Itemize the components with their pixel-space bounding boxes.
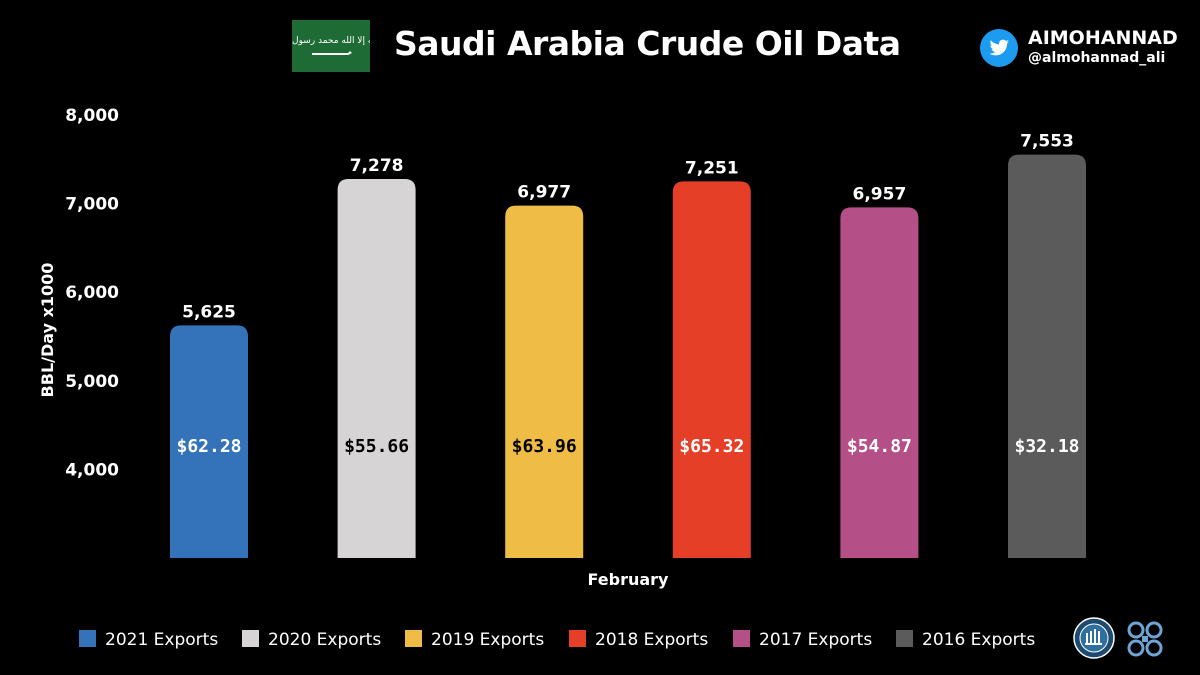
bar: [505, 205, 584, 558]
bar-value-label: 6,977: [517, 183, 571, 203]
handle-at[interactable]: @almohannad_ali: [1028, 50, 1166, 66]
bar-value-label: 6,957: [853, 184, 907, 204]
chart-title: Saudi Arabia Crude Oil Data: [394, 24, 901, 63]
legend-label: 2020 Exports: [268, 630, 381, 650]
bar-value-label: 7,251: [685, 158, 739, 178]
saudi-flag-emblem: لا إله إلا الله محمد رسول الله: [276, 36, 386, 55]
legend: 2021 Exports 2020 Exports 2019 Exports 2018…: [79, 630, 1035, 650]
bar-value-label: 5,625: [182, 302, 236, 322]
legend-swatch: [896, 630, 913, 647]
bar-price-label: $32.18: [1014, 436, 1079, 457]
opec-logo-icon: [1127, 621, 1163, 657]
legend-swatch: [79, 630, 96, 647]
legend-label: 2018 Exports: [595, 630, 708, 650]
y-tick-label: 7,000: [65, 195, 119, 215]
y-tick-label: 5,000: [65, 372, 119, 392]
bar-price-label: $63.96: [512, 436, 577, 457]
legend-swatch: [405, 630, 422, 647]
bar-value-label: 7,553: [1020, 132, 1074, 152]
twitter-icon[interactable]: [980, 29, 1018, 67]
flag-shahada-text: لا إله إلا الله محمد رسول الله: [292, 36, 370, 46]
legend-swatch: [569, 630, 586, 647]
organization-seal-icon: [1073, 617, 1115, 659]
x-axis-label: February: [588, 570, 670, 589]
bar: [1008, 154, 1086, 559]
bar: [170, 325, 248, 558]
handle-name[interactable]: AIMOHANNAD: [1028, 27, 1178, 49]
bar-value-label: 7,278: [350, 156, 404, 176]
bar-price-label: $55.66: [344, 436, 409, 457]
legend-label: 2016 Exports: [922, 630, 1035, 650]
legend-label: 2021 Exports: [105, 630, 218, 650]
y-tick-label: 4,000: [65, 460, 119, 480]
bar: [337, 178, 416, 559]
bar-price-label: $65.32: [679, 436, 744, 457]
legend-swatch: [733, 630, 750, 647]
saudi-flag: لا إله إلا الله محمد رسول الله: [276, 20, 386, 72]
y-tick-label: 8,000: [65, 106, 119, 126]
bar: [840, 207, 919, 559]
y-tick-label: 6,000: [65, 283, 119, 303]
bar-price-label: $62.28: [176, 436, 241, 457]
legend-label: 2019 Exports: [431, 630, 544, 650]
legend-label: 2017 Exports: [759, 630, 872, 650]
bars: 5,625 $62.28 7,278 $55.66 6,977 $63.96 7,251 $6…: [170, 132, 1086, 559]
y-axis: 4,000 5,000 6,000 7,000 8,000: [65, 106, 119, 480]
bar: [672, 181, 751, 559]
legend-swatch: [242, 630, 259, 647]
flag-sword-icon: [312, 51, 352, 55]
bar-price-label: $54.87: [847, 436, 912, 457]
y-axis-label: BBL/Day x1000: [38, 263, 57, 398]
